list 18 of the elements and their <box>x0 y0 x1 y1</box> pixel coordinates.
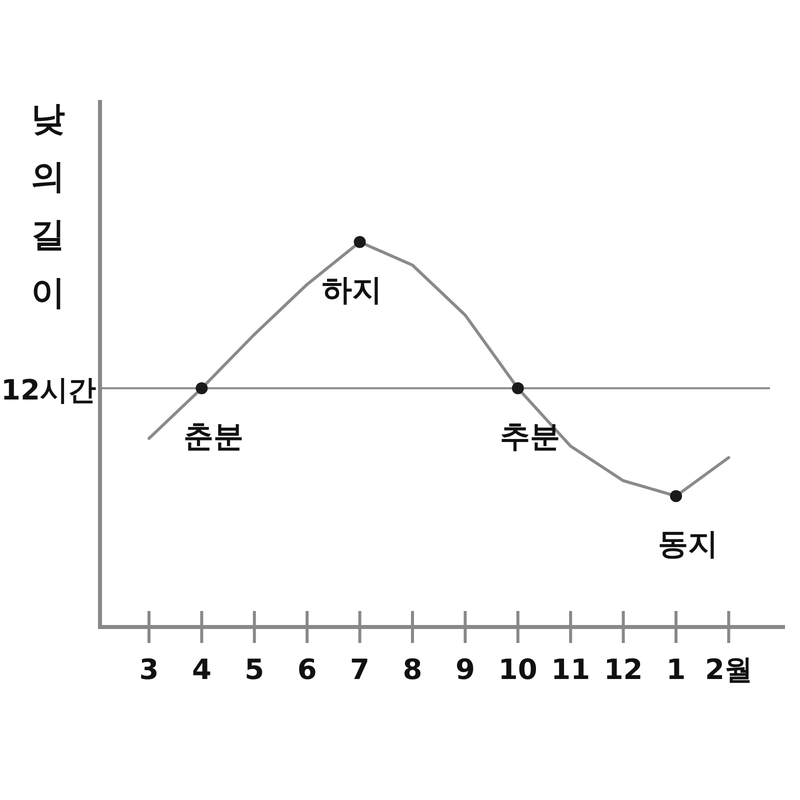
annotation: 하지 <box>322 273 382 308</box>
x-tick-label: 7 <box>350 653 370 686</box>
x-tick-label: 5 <box>244 653 264 686</box>
x-tick-label: 8 <box>402 653 422 686</box>
x-tick-label: 9 <box>455 653 475 686</box>
annotation: 추분 <box>500 419 560 454</box>
x-tick-label: 6 <box>297 653 317 686</box>
x-tick-label: 3 <box>139 653 159 686</box>
x-tick-label: 4 <box>192 653 212 686</box>
ref-line-label: 12시간 <box>1 373 96 406</box>
x-tick-label: 12 <box>604 653 643 686</box>
annotation: 동지 <box>658 527 718 562</box>
x-tick-label: 11 <box>551 653 590 686</box>
annotation: 춘분 <box>184 419 244 454</box>
x-tick-label: 10 <box>498 653 538 686</box>
x-tick-label: 2월 <box>704 653 752 686</box>
x-tick-label: 1 <box>666 653 686 686</box>
y-axis-title: 낮의 길이 <box>31 99 65 313</box>
